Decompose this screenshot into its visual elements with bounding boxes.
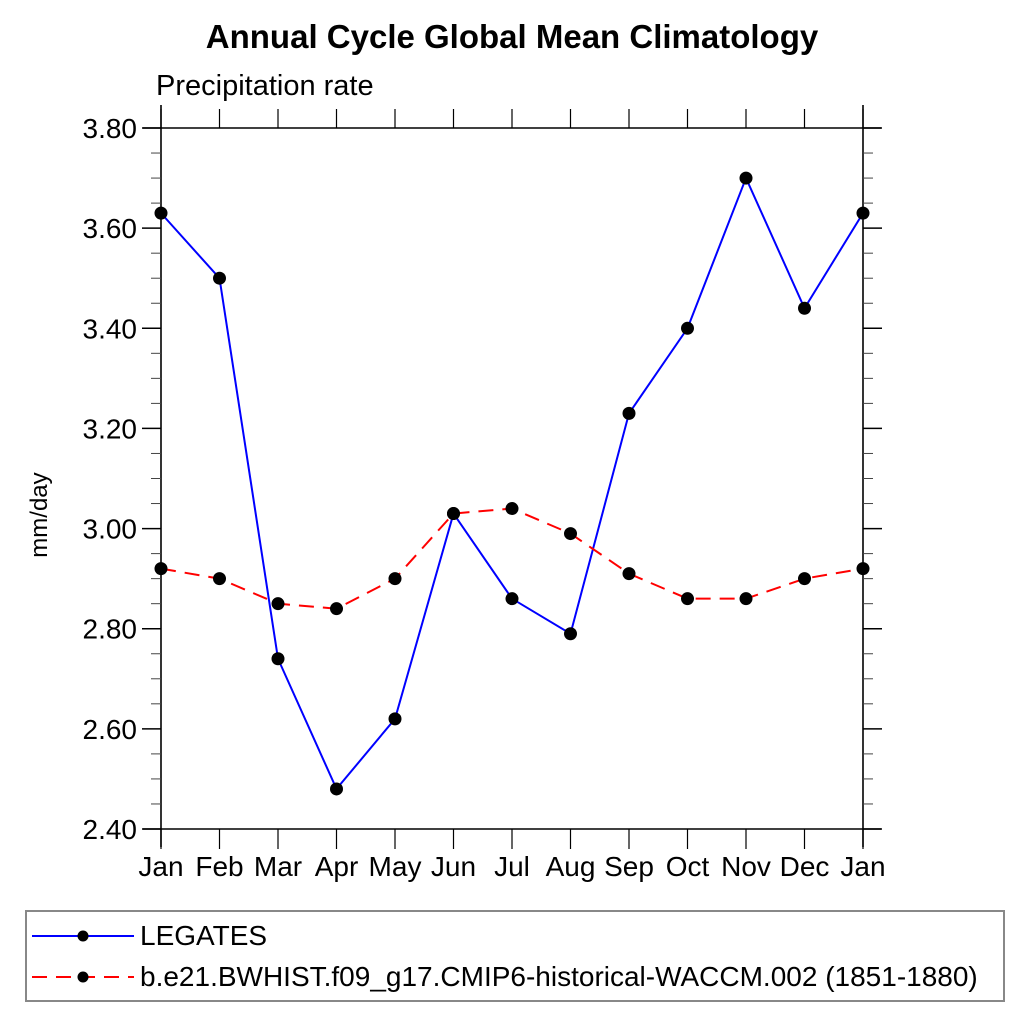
x-tick-label: Sep [604,851,654,882]
data-point-marker [388,572,402,586]
data-point-marker [505,592,519,606]
x-tick-label: Jan [840,851,885,882]
x-tick-label: Dec [780,851,830,882]
y-tick-label: 2.40 [83,814,138,845]
x-tick-label: Oct [666,851,710,882]
data-point-marker [388,712,402,726]
data-point-marker [213,572,226,586]
x-tick-label: Jan [138,851,183,882]
legend-item: LEGATES [30,915,1003,956]
legend-box: LEGATES b.e21.BWHIST.f09_g17.CMIP6-histo… [25,910,1005,1002]
data-point-marker [622,406,636,420]
x-tick-label: Jul [494,851,530,882]
x-tick-label: Mar [254,851,302,882]
series-line-0 [160,175,864,791]
data-point-marker [447,507,460,521]
data-point-marker [330,602,343,616]
data-point-marker [739,171,753,185]
data-point-marker [856,562,870,576]
data-point-marker [271,652,285,666]
legend-swatch-solid-line-icon [32,930,134,941]
data-point-marker [213,271,226,285]
x-tick-label: Apr [315,851,359,882]
y-tick-label: 2.60 [83,714,138,745]
data-point-marker [154,562,168,576]
data-point-marker [856,206,870,220]
data-point-marker [271,597,285,611]
data-point-marker [798,301,811,315]
y-tick-label: 3.40 [83,313,138,344]
y-tick-label: 3.80 [83,113,138,144]
y-tick-label: 2.80 [83,614,138,645]
x-tick-label: Nov [721,851,771,882]
data-point-marker [564,527,577,541]
data-point-marker [330,782,343,796]
data-point-marker [798,572,811,586]
legend-swatch-dashed-line-icon [32,971,134,982]
x-tick-label: Jun [431,851,476,882]
data-point-marker [739,592,753,606]
data-point-marker [681,592,694,606]
legend-label: b.e21.BWHIST.f09_g17.CMIP6-historical-WA… [140,960,978,992]
y-tick-label: 3.60 [83,213,138,244]
chart-title: Annual Cycle Global Mean Climatology [205,18,819,55]
data-point-marker [564,627,577,641]
legend-item: b.e21.BWHIST.f09_g17.CMIP6-historical-WA… [30,956,1003,997]
chart-subtitle: Precipitation rate [156,70,374,102]
data-point-marker [154,206,168,220]
x-tick-label: May [369,851,422,882]
data-point-marker [681,321,694,335]
y-tick-label: 3.20 [83,413,138,444]
legend-label: LEGATES [140,919,268,951]
data-point-marker [505,502,519,516]
x-tick-label: Aug [546,851,596,882]
data-point-marker [622,567,636,581]
y-tick-label: 3.00 [83,514,138,545]
x-tick-label: Feb [195,851,243,882]
